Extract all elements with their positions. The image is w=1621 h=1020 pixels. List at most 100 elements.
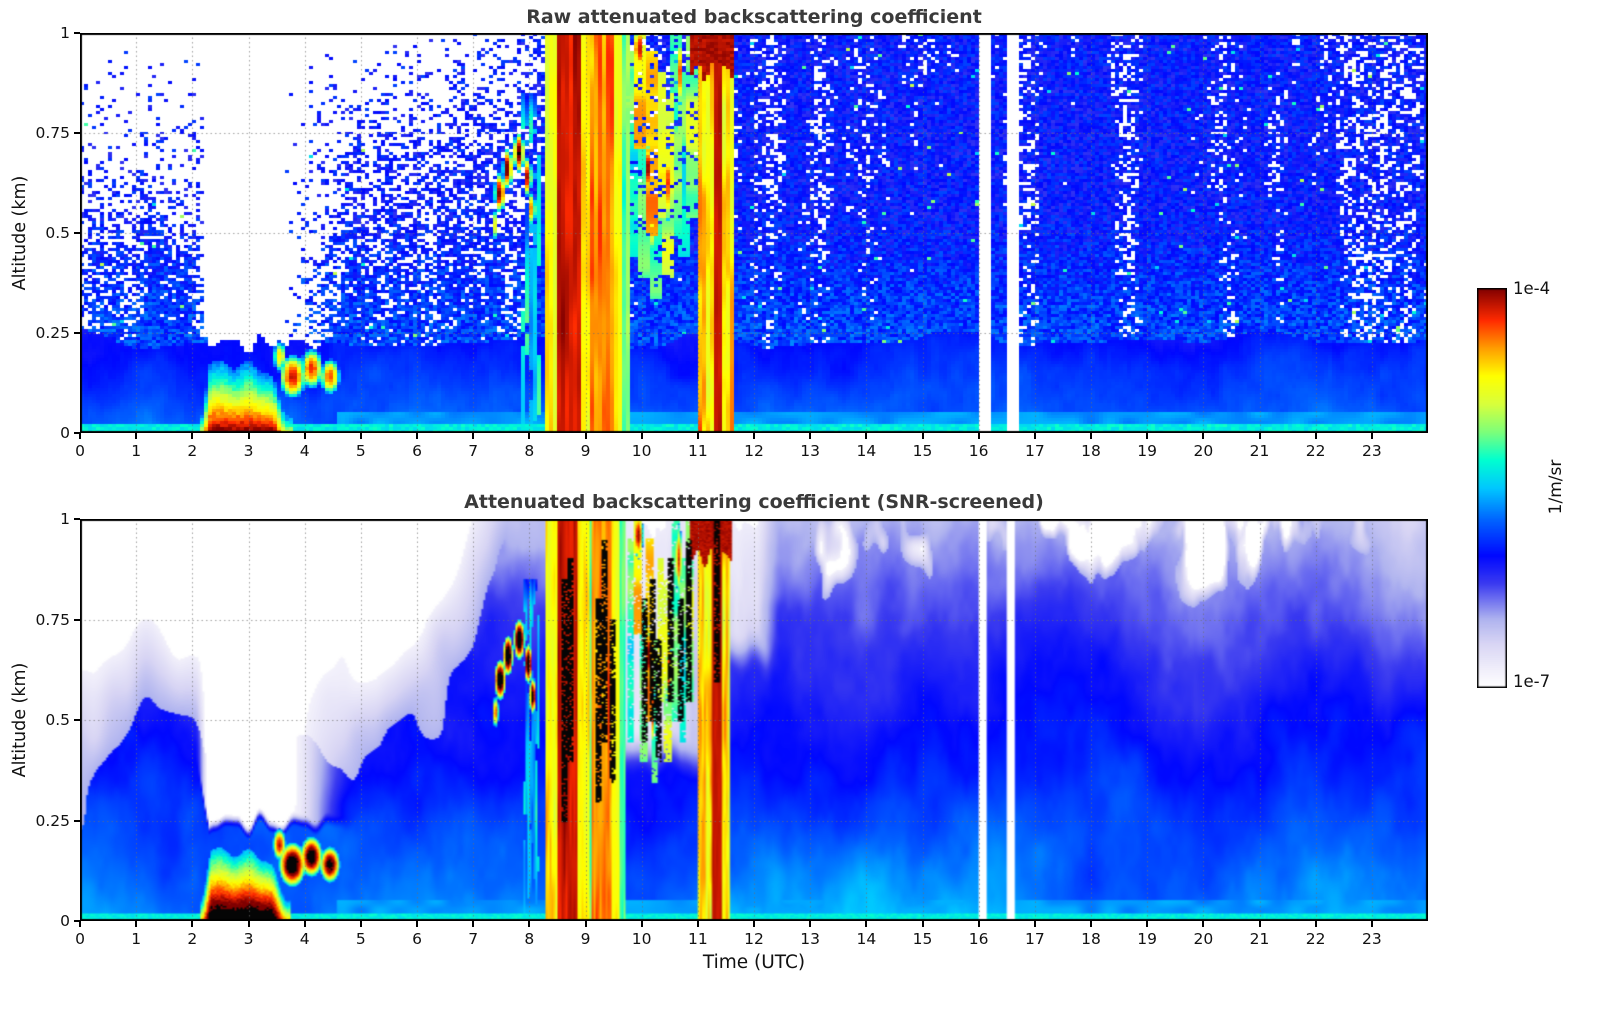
x-tick (753, 433, 755, 439)
x-tick (1090, 921, 1092, 927)
x-tick-label: 4 (299, 442, 310, 460)
x-tick (809, 921, 812, 927)
x-tick (528, 921, 531, 927)
x-tick-label: 3 (243, 930, 254, 948)
y-tick (74, 819, 80, 822)
x-tick (359, 921, 362, 927)
x-tick (753, 921, 755, 927)
y-tick (74, 518, 80, 520)
x-tick-label: 2 (187, 442, 198, 460)
x-tick-label: 14 (856, 442, 877, 460)
colorbar (1477, 288, 1507, 688)
y-tick-label: 0.25 (35, 811, 70, 830)
x-tick (696, 433, 699, 439)
x-tick (135, 921, 138, 927)
x-tick-label: 6 (412, 930, 422, 948)
x-tick (303, 921, 306, 927)
x-tick-label: 18 (1081, 442, 1101, 460)
x-tick-label: 11 (687, 930, 708, 948)
x-tick (1090, 433, 1092, 439)
x-tick-label: 7 (468, 930, 479, 948)
x-tick (640, 921, 643, 927)
x-tick (247, 921, 250, 927)
x-tick-label: 15 (912, 442, 933, 460)
y-tick-label: 0 (60, 424, 70, 442)
x-tick-label: 13 (800, 442, 821, 460)
x-tick (1314, 433, 1317, 439)
x-tick-label: 8 (524, 930, 535, 948)
x-tick-label: 23 (1361, 930, 1382, 948)
x-tick-label: 19 (1137, 930, 1158, 948)
x-tick-label: 7 (468, 442, 479, 460)
x-tick-label: 16 (968, 930, 989, 948)
x-tick (1314, 921, 1317, 927)
x-tick (191, 433, 194, 439)
y-tick (74, 332, 80, 334)
x-tick (584, 433, 587, 439)
x-tick-label: 5 (355, 930, 366, 948)
x-tick (921, 921, 924, 927)
x-tick-label: 23 (1361, 442, 1382, 460)
x-tick-label: 17 (1024, 442, 1045, 460)
x-tick-label: 1 (131, 930, 142, 948)
x-tick-label: 6 (412, 442, 422, 460)
x-tick-label: 17 (1024, 930, 1045, 948)
y-tick (74, 920, 80, 922)
x-tick (1033, 921, 1036, 927)
x-tick (865, 433, 868, 439)
x-tick (191, 921, 194, 927)
y-tick-label: 0.5 (45, 711, 70, 729)
x-tick (640, 433, 643, 439)
x-tick (528, 433, 531, 439)
y-tick-label: 0.5 (45, 224, 70, 242)
x-tick-label: 14 (856, 930, 877, 948)
x-tick (1258, 921, 1261, 927)
x-tick (472, 433, 475, 439)
x-tick-label: 21 (1249, 442, 1270, 460)
x-tick-label: 5 (355, 442, 366, 460)
x-tick (696, 921, 699, 927)
panel1-title: Raw attenuated backscattering coefficien… (526, 6, 982, 28)
x-tick-label: 13 (800, 930, 821, 948)
x-tick (472, 921, 475, 927)
y-tick-label: 1 (60, 24, 70, 42)
x-tick-label: 9 (580, 930, 591, 948)
colorbar-max-label: 1e-4 (1513, 279, 1551, 298)
x-tick-label: 12 (744, 442, 764, 460)
x-tick (1202, 433, 1205, 439)
x-tick (1258, 433, 1261, 439)
panel2-title: Attenuated backscattering coefficient (S… (464, 491, 1044, 513)
x-tick (1370, 921, 1373, 927)
y-tick-label: 0 (60, 912, 70, 930)
x-tick-label: 22 (1305, 930, 1326, 948)
y-tick (74, 432, 80, 434)
x-tick (977, 433, 980, 439)
y-tick-label: 0.75 (35, 124, 70, 142)
x-tick (584, 921, 587, 927)
x-tick (1370, 433, 1373, 439)
x-tick-label: 20 (1193, 930, 1214, 948)
x-tick (865, 921, 868, 927)
x-tick (135, 433, 138, 439)
x-tick-label: 18 (1081, 930, 1101, 948)
x-tick (1202, 921, 1205, 927)
x-tick-label: 0 (75, 442, 85, 460)
x-tick (1033, 433, 1036, 439)
x-tick (359, 433, 362, 439)
x-tick-label: 19 (1137, 442, 1158, 460)
x-axis-label: Time (UTC) (702, 952, 806, 973)
x-tick-label: 9 (580, 442, 591, 460)
y-tick (74, 719, 80, 721)
x-tick-label: 3 (243, 442, 254, 460)
x-tick (247, 433, 250, 439)
x-tick (977, 921, 980, 927)
x-tick-label: 10 (631, 930, 652, 948)
x-tick-label: 22 (1305, 442, 1326, 460)
y-tick-label: 0.25 (35, 324, 70, 342)
colorbar-unit-label: 1/m/sr (1546, 459, 1566, 515)
x-tick (416, 433, 418, 439)
y-tick-label: 1 (60, 510, 70, 528)
x-tick-label: 10 (631, 442, 652, 460)
x-tick-label: 12 (744, 930, 764, 948)
